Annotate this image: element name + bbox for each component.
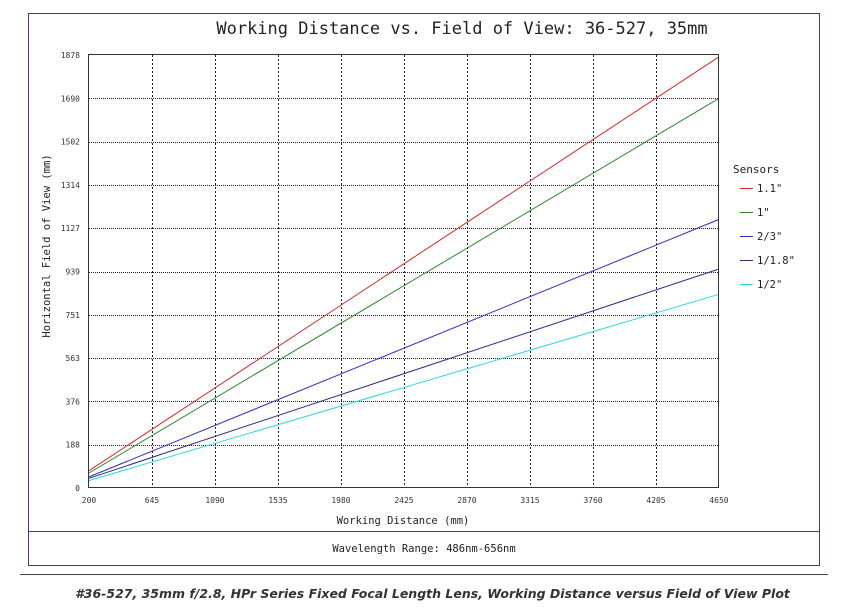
chart-title: Working Distance vs. Field of View: 36-5…: [216, 19, 707, 39]
y-tick-label: 939: [66, 268, 81, 277]
y-axis-label: Horizontal Field of View (mm): [41, 154, 53, 337]
legend-label: 1/1.8": [757, 255, 795, 267]
series-line: [88, 293, 720, 482]
x-tick-label: 1090: [205, 496, 224, 505]
x-tick-label: 645: [145, 496, 160, 505]
footer-text: Wavelength Range: 486nm-656nm: [332, 543, 515, 555]
series-line: [88, 97, 720, 474]
plot-area-border: [88, 54, 719, 488]
y-tick-labels: 0 188 376 563 751 939 1127 1314 1502 1690 1878: [61, 51, 80, 493]
legend: 1.1" 1" 2/3" 1/1.8" 1/2": [740, 183, 795, 291]
grid: [89, 55, 719, 488]
series-line: [88, 218, 720, 478]
x-tick-label: 4650: [709, 496, 728, 505]
figure-caption: #36-527, 35mm f/2.8, HPr Series Fixed Fo…: [75, 586, 790, 601]
y-tick-label: 563: [66, 354, 81, 363]
outer-border: [28, 13, 820, 566]
series-line: [88, 268, 720, 479]
x-tick-label: 3760: [583, 496, 602, 505]
x-tick-label: 4205: [646, 496, 665, 505]
legend-label: 2/3": [757, 231, 782, 243]
x-tick-label: 1535: [268, 496, 287, 505]
x-tick-label: 200: [82, 496, 97, 505]
x-tick-labels: 200 645 1090 1535 1980 2425 2870 3315 3760 4205 46…: [82, 496, 729, 505]
x-tick-label: 2425: [394, 496, 413, 505]
y-tick-label: 1878: [61, 51, 80, 60]
series-line: [88, 56, 720, 472]
legend-label: 1.1": [757, 183, 782, 195]
y-tick-label: 1502: [61, 138, 80, 147]
y-tick-label: 188: [66, 441, 81, 450]
legend-label: 1/2": [757, 279, 782, 291]
x-tick-label: 1980: [331, 496, 350, 505]
y-tick-label: 1127: [61, 224, 80, 233]
y-tick-label: 376: [66, 397, 81, 406]
x-tick-label: 2870: [457, 496, 476, 505]
y-tick-label: 1690: [61, 94, 80, 103]
x-axis-label: Working Distance (mm): [337, 515, 470, 527]
y-tick-label: 751: [66, 311, 81, 320]
x-tick-label: 3315: [520, 496, 539, 505]
y-tick-label: 1314: [61, 181, 80, 190]
legend-title: Sensors: [733, 163, 779, 176]
y-tick-label: 0: [75, 484, 80, 493]
series-lines: [88, 56, 720, 482]
legend-label: 1": [757, 207, 770, 219]
